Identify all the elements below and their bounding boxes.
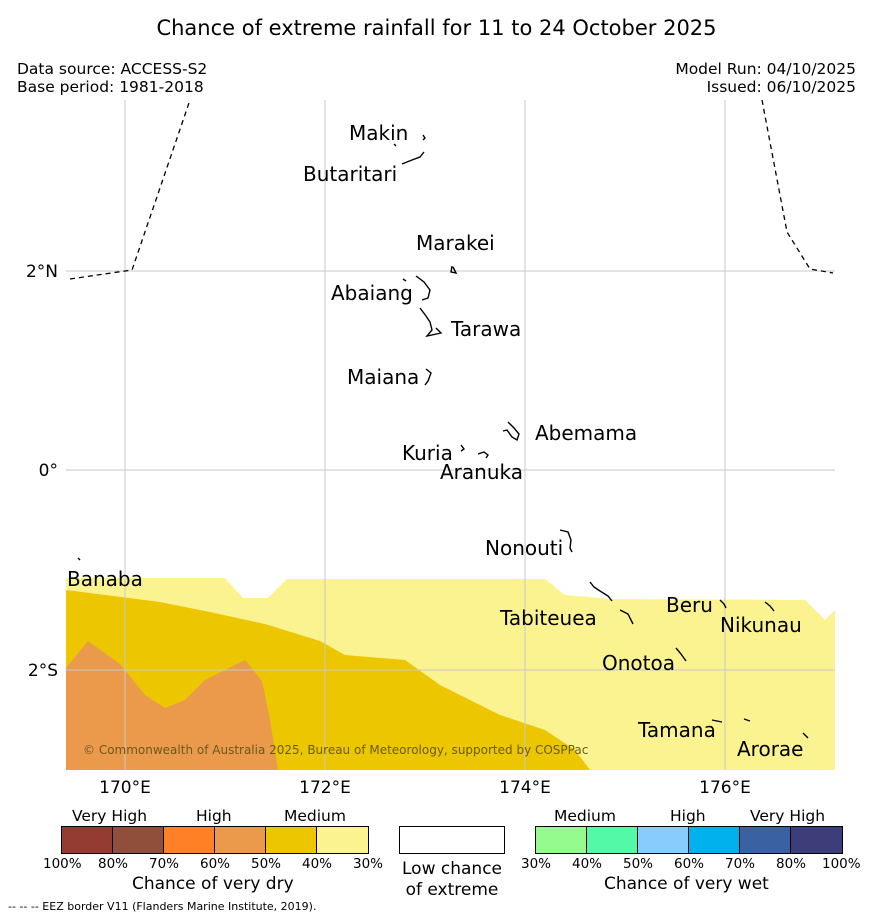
place-label-nikunau: Nikunau [720,613,802,637]
wet-header-medium: Medium [554,807,616,825]
wet-swatch-40-50 [587,827,638,853]
wet-tick-80: 80% [776,856,807,872]
place-label-nonouti: Nonouti [485,536,563,560]
place-label-tamana: Tamana [637,718,716,742]
wet-swatch-60-70 [689,827,740,853]
wet-swatch-30-40 [536,827,587,853]
place-label-abemama: Abemama [535,421,637,445]
dry-swatch-60-70 [164,827,215,853]
wet-swatch-80-100 [791,827,842,853]
issued-date: Issued: 06/10/2025 [706,78,856,96]
wet-header-high: High [670,807,706,825]
grid-lines [66,100,835,770]
lon-label-174e: 174°E [499,778,551,798]
place-label-makin: Makin [349,121,408,145]
place-label-onotoa: Onotoa [602,651,675,675]
lat-label-0: 0° [39,461,58,481]
data-source: Data source: ACCESS-S2 [17,60,208,78]
place-label-tabiteuea: Tabiteuea [499,606,597,630]
dry-header-very-high: Very High [72,807,148,825]
eez-footnote: -- -- -- EEZ border V11 (Flanders Marine… [8,900,317,913]
dry-tick-100: 100% [43,856,82,872]
wet-tick-100: 100% [822,856,861,872]
wet-swatch-70-80 [740,827,791,853]
wet-tick-40: 40% [572,856,603,872]
lat-label-2s: 2°S [28,661,58,681]
island-outlines [77,134,809,739]
place-label-abaiang: Abaiang [331,281,413,305]
wet-tick-60: 60% [674,856,705,872]
place-label-arorae: Arorae [737,737,803,761]
lon-label-170e: 170°E [99,778,151,798]
model-run: Model Run: 04/10/2025 [675,60,856,78]
dry-tick-50: 50% [251,856,282,872]
wet-tick-70: 70% [725,856,756,872]
dry-caption: Chance of very dry [132,874,294,894]
dry-50-60-region [66,641,278,770]
wet-tick-30: 30% [521,856,552,872]
place-label-banaba: Banaba [67,567,143,591]
wet-tick-50: 50% [623,856,654,872]
dry-tick-60: 60% [200,856,231,872]
dry-header-medium: Medium [284,807,346,825]
dry-tick-70: 70% [149,856,180,872]
lon-label-176e: 176°E [699,778,751,798]
place-label-butaritari: Butaritari [303,162,397,186]
wet-header-very-high: Very High [750,807,826,825]
map-area: 2°N 0° 2°S 170°E 172°E 174°E 176°E Makin… [26,99,835,798]
place-label-marakei: Marakei [416,231,495,255]
dry-colorbar [61,826,369,854]
wet-swatch-50-60 [638,827,689,853]
dry-swatch-30-40 [317,827,368,853]
dry-swatch-70-80 [113,827,164,853]
place-label-tarawa: Tarawa [450,317,521,341]
wet-caption: Chance of very wet [604,874,769,894]
eez-border [69,99,834,280]
dry-header-high: High [196,807,232,825]
low-chance-swatch [399,826,505,854]
dry-tick-80: 80% [98,856,129,872]
dry-tick-40: 40% [302,856,333,872]
copyright-notice: © Commonwealth of Australia 2025, Bureau… [83,743,588,757]
low-chance-line2: of extreme [405,880,499,900]
lat-label-2n: 2°N [26,262,58,282]
place-label-maiana: Maiana [347,365,419,389]
base-period: Base period: 1981-2018 [17,78,204,96]
place-label-kuria: Kuria [402,441,453,465]
lon-label-172e: 172°E [299,778,351,798]
dry-swatch-40-50 [266,827,317,853]
place-label-aranuka: Aranuka [440,460,523,484]
dry-tick-30: 30% [353,856,384,872]
wet-colorbar [535,826,843,854]
low-chance-line1: Low chance [402,859,502,879]
dry-swatch-50-60 [215,827,266,853]
dry-swatch-80-100 [62,827,113,853]
map-title: Chance of extreme rainfall for 11 to 24 … [156,16,717,40]
place-label-beru: Beru [666,593,713,617]
